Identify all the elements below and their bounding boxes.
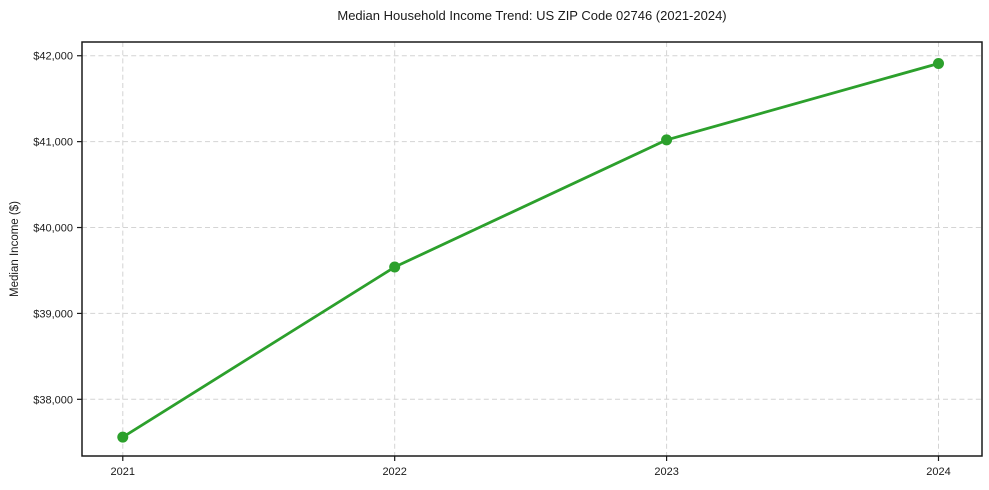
data-point-2024 xyxy=(932,57,944,69)
data-point-2021 xyxy=(117,431,129,443)
y-tick-label-39000: $39,000 xyxy=(33,308,73,320)
x-tick-label-2023: 2023 xyxy=(654,466,678,478)
x-tick-label-2021: 2021 xyxy=(111,466,135,478)
chart-title: Median Household Income Trend: US ZIP Co… xyxy=(337,8,727,23)
y-tick-label-40000: $40,000 xyxy=(33,223,73,235)
y-tick-label-42000: $42,000 xyxy=(33,51,73,63)
x-tick-label-2022: 2022 xyxy=(382,466,406,478)
y-tick-label-38000: $38,000 xyxy=(33,394,73,406)
data-point-2023 xyxy=(661,134,673,146)
x-tick-label-2024: 2024 xyxy=(926,466,950,478)
y-tick-label-41000: $41,000 xyxy=(33,137,73,149)
data-point-2022 xyxy=(389,261,401,273)
trend-line xyxy=(121,62,940,439)
plot-border xyxy=(81,41,983,457)
